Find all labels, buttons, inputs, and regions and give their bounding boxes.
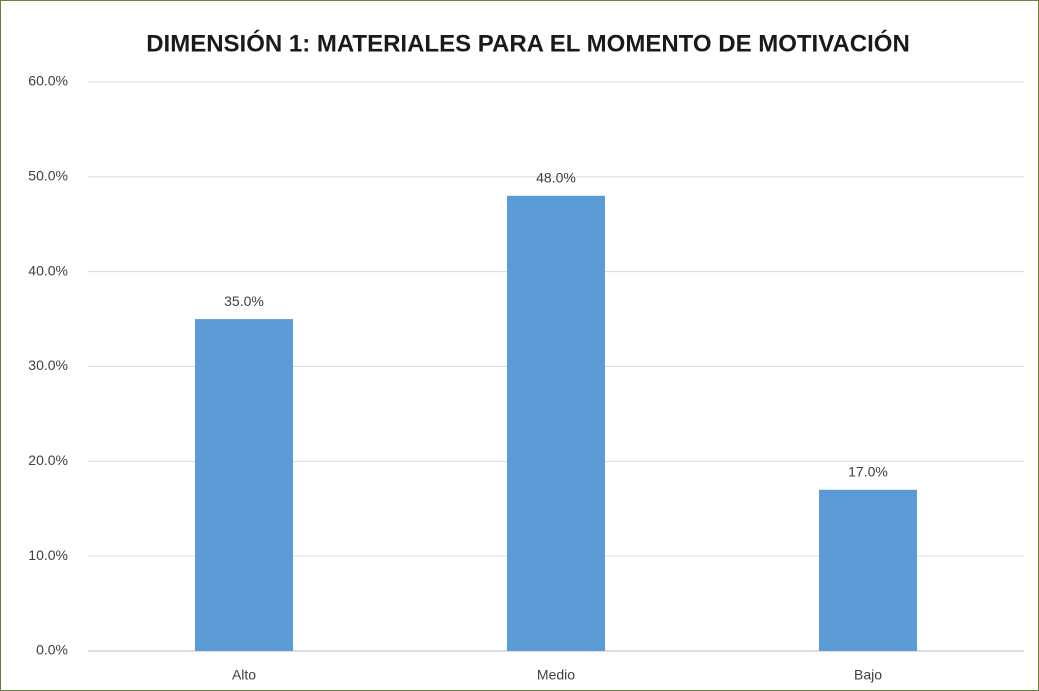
x-tick-label: Bajo	[854, 667, 882, 683]
data-label: 48.0%	[536, 170, 576, 186]
bar	[195, 319, 293, 651]
x-tick-label: Medio	[537, 667, 575, 683]
y-tick-label: 0.0%	[36, 642, 68, 658]
x-tick-label: Alto	[232, 667, 256, 683]
y-tick-label: 40.0%	[28, 262, 68, 278]
bar	[819, 489, 917, 651]
bar	[507, 195, 605, 652]
data-label: 17.0%	[848, 463, 888, 479]
chart-title: DIMENSIÓN 1: MATERIALES PARA EL MOMENTO …	[146, 29, 910, 57]
data-label: 35.0%	[224, 293, 264, 309]
y-tick-label: 50.0%	[28, 168, 68, 184]
y-tick-label: 60.0%	[28, 73, 68, 89]
y-tick-label: 10.0%	[28, 547, 68, 563]
y-tick-label: 30.0%	[28, 357, 68, 373]
y-tick-label: 20.0%	[28, 452, 68, 468]
